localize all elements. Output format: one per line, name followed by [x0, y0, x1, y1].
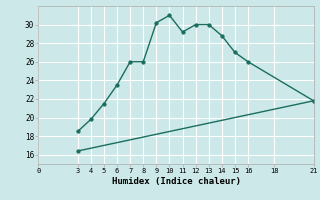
- X-axis label: Humidex (Indice chaleur): Humidex (Indice chaleur): [111, 177, 241, 186]
